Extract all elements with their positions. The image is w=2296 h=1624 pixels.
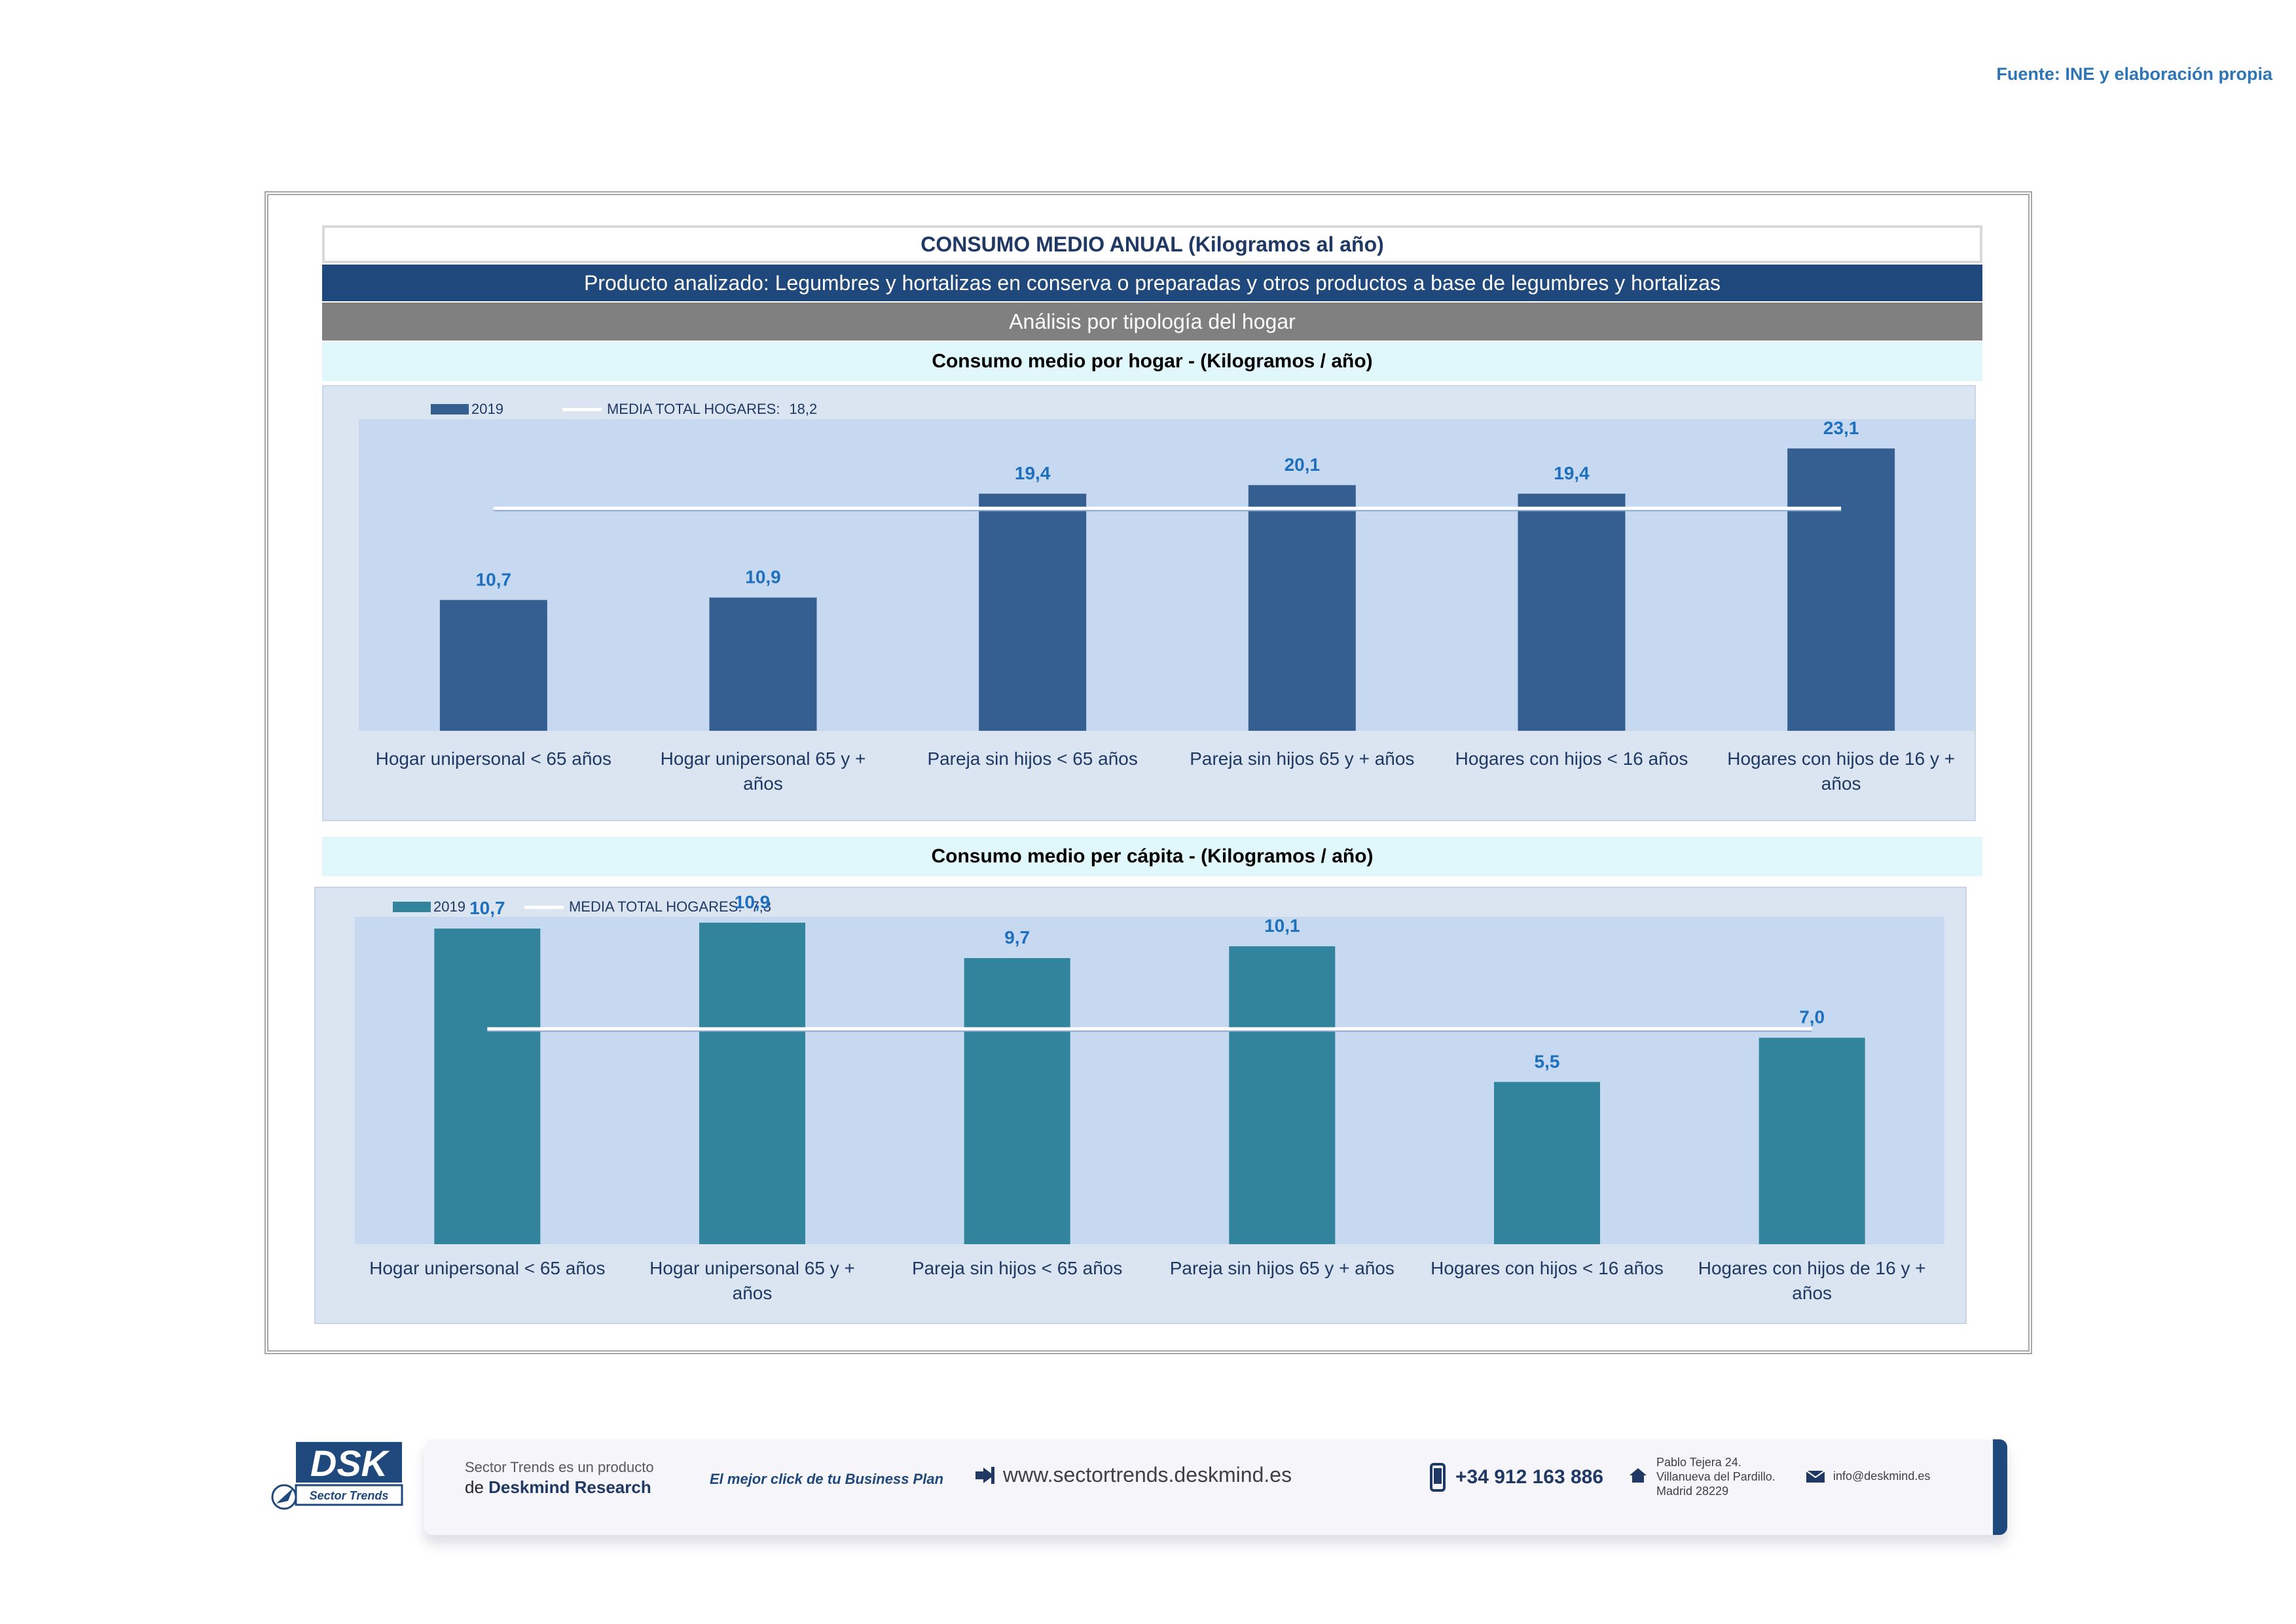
data-label: 10,9 (735, 892, 771, 912)
bar (709, 597, 817, 731)
bar (964, 958, 1070, 1244)
chart1-legend-series: 2019 (471, 401, 503, 417)
category-label: Hogares con hijos < 16 años (1455, 748, 1688, 769)
chart1-legend-ref-label: MEDIA TOTAL HOGARES: (606, 401, 780, 417)
footer-website-link[interactable]: www.sectortrends.deskmind.es (974, 1463, 1292, 1487)
chart2-svg: 10,7 Hogar unipersonal < 65 años 10,9 Hogar… (355, 892, 1944, 1303)
footer: DSK Sector Trends Sector Trends es un pr… (264, 1438, 2032, 1556)
footer-website: www.sectortrends.deskmind.es (1003, 1463, 1292, 1486)
chart2-panel: 2019 MEDIA TOTAL HOGARES: 7,3 10,7 Hogar … (314, 887, 1967, 1324)
footer-email: info@deskmind.es (1833, 1469, 1931, 1483)
email-icon (1806, 1469, 1825, 1483)
chart1-panel: 2019 MEDIA TOTAL HOGARES: 18,2 10,7 Hogar… (322, 385, 1976, 821)
data-label: 10,9 (745, 567, 781, 587)
data-label: 10,1 (1264, 915, 1300, 936)
chart1-legend-ref-value: 18,2 (789, 401, 818, 417)
footer-address-line: Villanueva del Pardillo. (1656, 1470, 1776, 1483)
chart1-title: Consumo medio por hogar - (Kilogramos / … (322, 342, 1982, 381)
data-label: 19,4 (1554, 463, 1590, 483)
plot-area (355, 917, 1944, 1244)
category-label: Pareja sin hijos < 65 años (912, 1258, 1122, 1278)
category-label: Pareja sin hijos 65 y + años (1170, 1258, 1394, 1278)
chart1-legend-swatch (431, 404, 469, 415)
footer-by-prefix: de (465, 1477, 484, 1497)
plot-area (359, 419, 1975, 731)
data-label: 7,0 (1799, 1007, 1825, 1027)
footer-phone-link[interactable]: +34 912 163 886 (1429, 1463, 1603, 1492)
source-note: Fuente: INE y elaboración propia (1996, 64, 2272, 84)
footer-address-line: Pablo Tejera 24. (1656, 1456, 1741, 1469)
footer-address: Pablo Tejera 24. Villanueva del Pardillo… (1629, 1455, 1776, 1498)
banner-accent (1993, 1439, 2007, 1535)
bar (1494, 1082, 1600, 1244)
bar (1787, 448, 1895, 731)
logo-sub: Sector Trends (310, 1489, 389, 1502)
chart1-svg: 10,7 Hogar unipersonal < 65 años 10,9 Hogar… (359, 418, 1975, 794)
bar (1518, 493, 1626, 731)
data-label: 19,4 (1015, 463, 1051, 483)
logo-text: DSK (310, 1443, 390, 1484)
footer-brand-line: de Deskmind Research (465, 1477, 651, 1498)
bar (434, 929, 541, 1244)
footer-slogan: El mejor click de tu Business Plan (710, 1471, 944, 1487)
chart2-legend: 2019 MEDIA TOTAL HOGARES: 7,3 (393, 898, 771, 915)
category-label: Hogar unipersonal < 65 años (376, 748, 611, 769)
phone-icon (1430, 1463, 1446, 1492)
product-band: Producto analizado: Legumbres y hortaliz… (322, 265, 1982, 301)
category-label: Hogar unipersonal < 65 años (369, 1258, 605, 1278)
category-label: Hogar unipersonal 65 y + (661, 748, 866, 769)
chart2-legend-ref-value: 7,3 (751, 898, 772, 915)
bar (439, 600, 547, 731)
footer-product-line: Sector Trends es un producto (465, 1459, 654, 1475)
chart1-legend-line (562, 407, 602, 411)
category-label: Hogares con hijos de 16 y + (1727, 748, 1955, 769)
chart2-title: Consumo medio per cápita - (Kilogramos /… (322, 837, 1982, 876)
chart1-legend: 2019 MEDIA TOTAL HOGARES: 18,2 (431, 401, 817, 418)
category-label: Hogar unipersonal 65 y + (649, 1258, 855, 1278)
analysis-band: Análisis por tipología del hogar (322, 303, 1982, 341)
category-label: Hogares con hijos de 16 y + (1698, 1258, 1926, 1278)
data-label: 23,1 (1823, 418, 1859, 438)
dsk-logo: DSK Sector Trends (264, 1438, 409, 1523)
bar (1248, 485, 1356, 731)
report-title: CONSUMO MEDIO ANUAL (Kilogramos al año) (322, 225, 1982, 263)
category-label: Pareja sin hijos 65 y + años (1190, 748, 1414, 769)
category-label: años (743, 773, 783, 794)
chart2-legend-ref-label: MEDIA TOTAL HOGARES: (568, 898, 742, 915)
category-label: Hogares con hijos < 16 años (1430, 1258, 1664, 1278)
link-arrow-icon (975, 1466, 994, 1484)
footer-phone: +34 912 163 886 (1455, 1466, 1604, 1488)
category-label: años (1792, 1283, 1832, 1303)
data-label: 9,7 (1004, 927, 1030, 948)
bar (1758, 1037, 1865, 1244)
category-label: años (1821, 773, 1861, 794)
chart2-legend-swatch (393, 902, 431, 912)
category-label: años (733, 1283, 773, 1303)
bar (1229, 946, 1336, 1244)
footer-address-line: Madrid 28229 (1656, 1485, 1729, 1498)
data-label: 10,7 (476, 569, 512, 589)
chart2-legend-series: 2019 (433, 898, 465, 915)
home-icon (1630, 1468, 1647, 1483)
footer-brand: Deskmind Research (488, 1477, 651, 1497)
footer-banner: Sector Trends es un producto de Deskmind… (424, 1439, 2007, 1535)
data-label: 20,1 (1285, 454, 1321, 475)
footer-email-link[interactable]: info@deskmind.es (1806, 1469, 1930, 1483)
data-label: 5,5 (1535, 1051, 1560, 1071)
bar (979, 493, 1087, 731)
bar (699, 923, 805, 1244)
category-label: Pareja sin hijos < 65 años (927, 748, 1137, 769)
chart2-legend-line (524, 905, 564, 909)
data-label: 10,7 (469, 898, 505, 918)
